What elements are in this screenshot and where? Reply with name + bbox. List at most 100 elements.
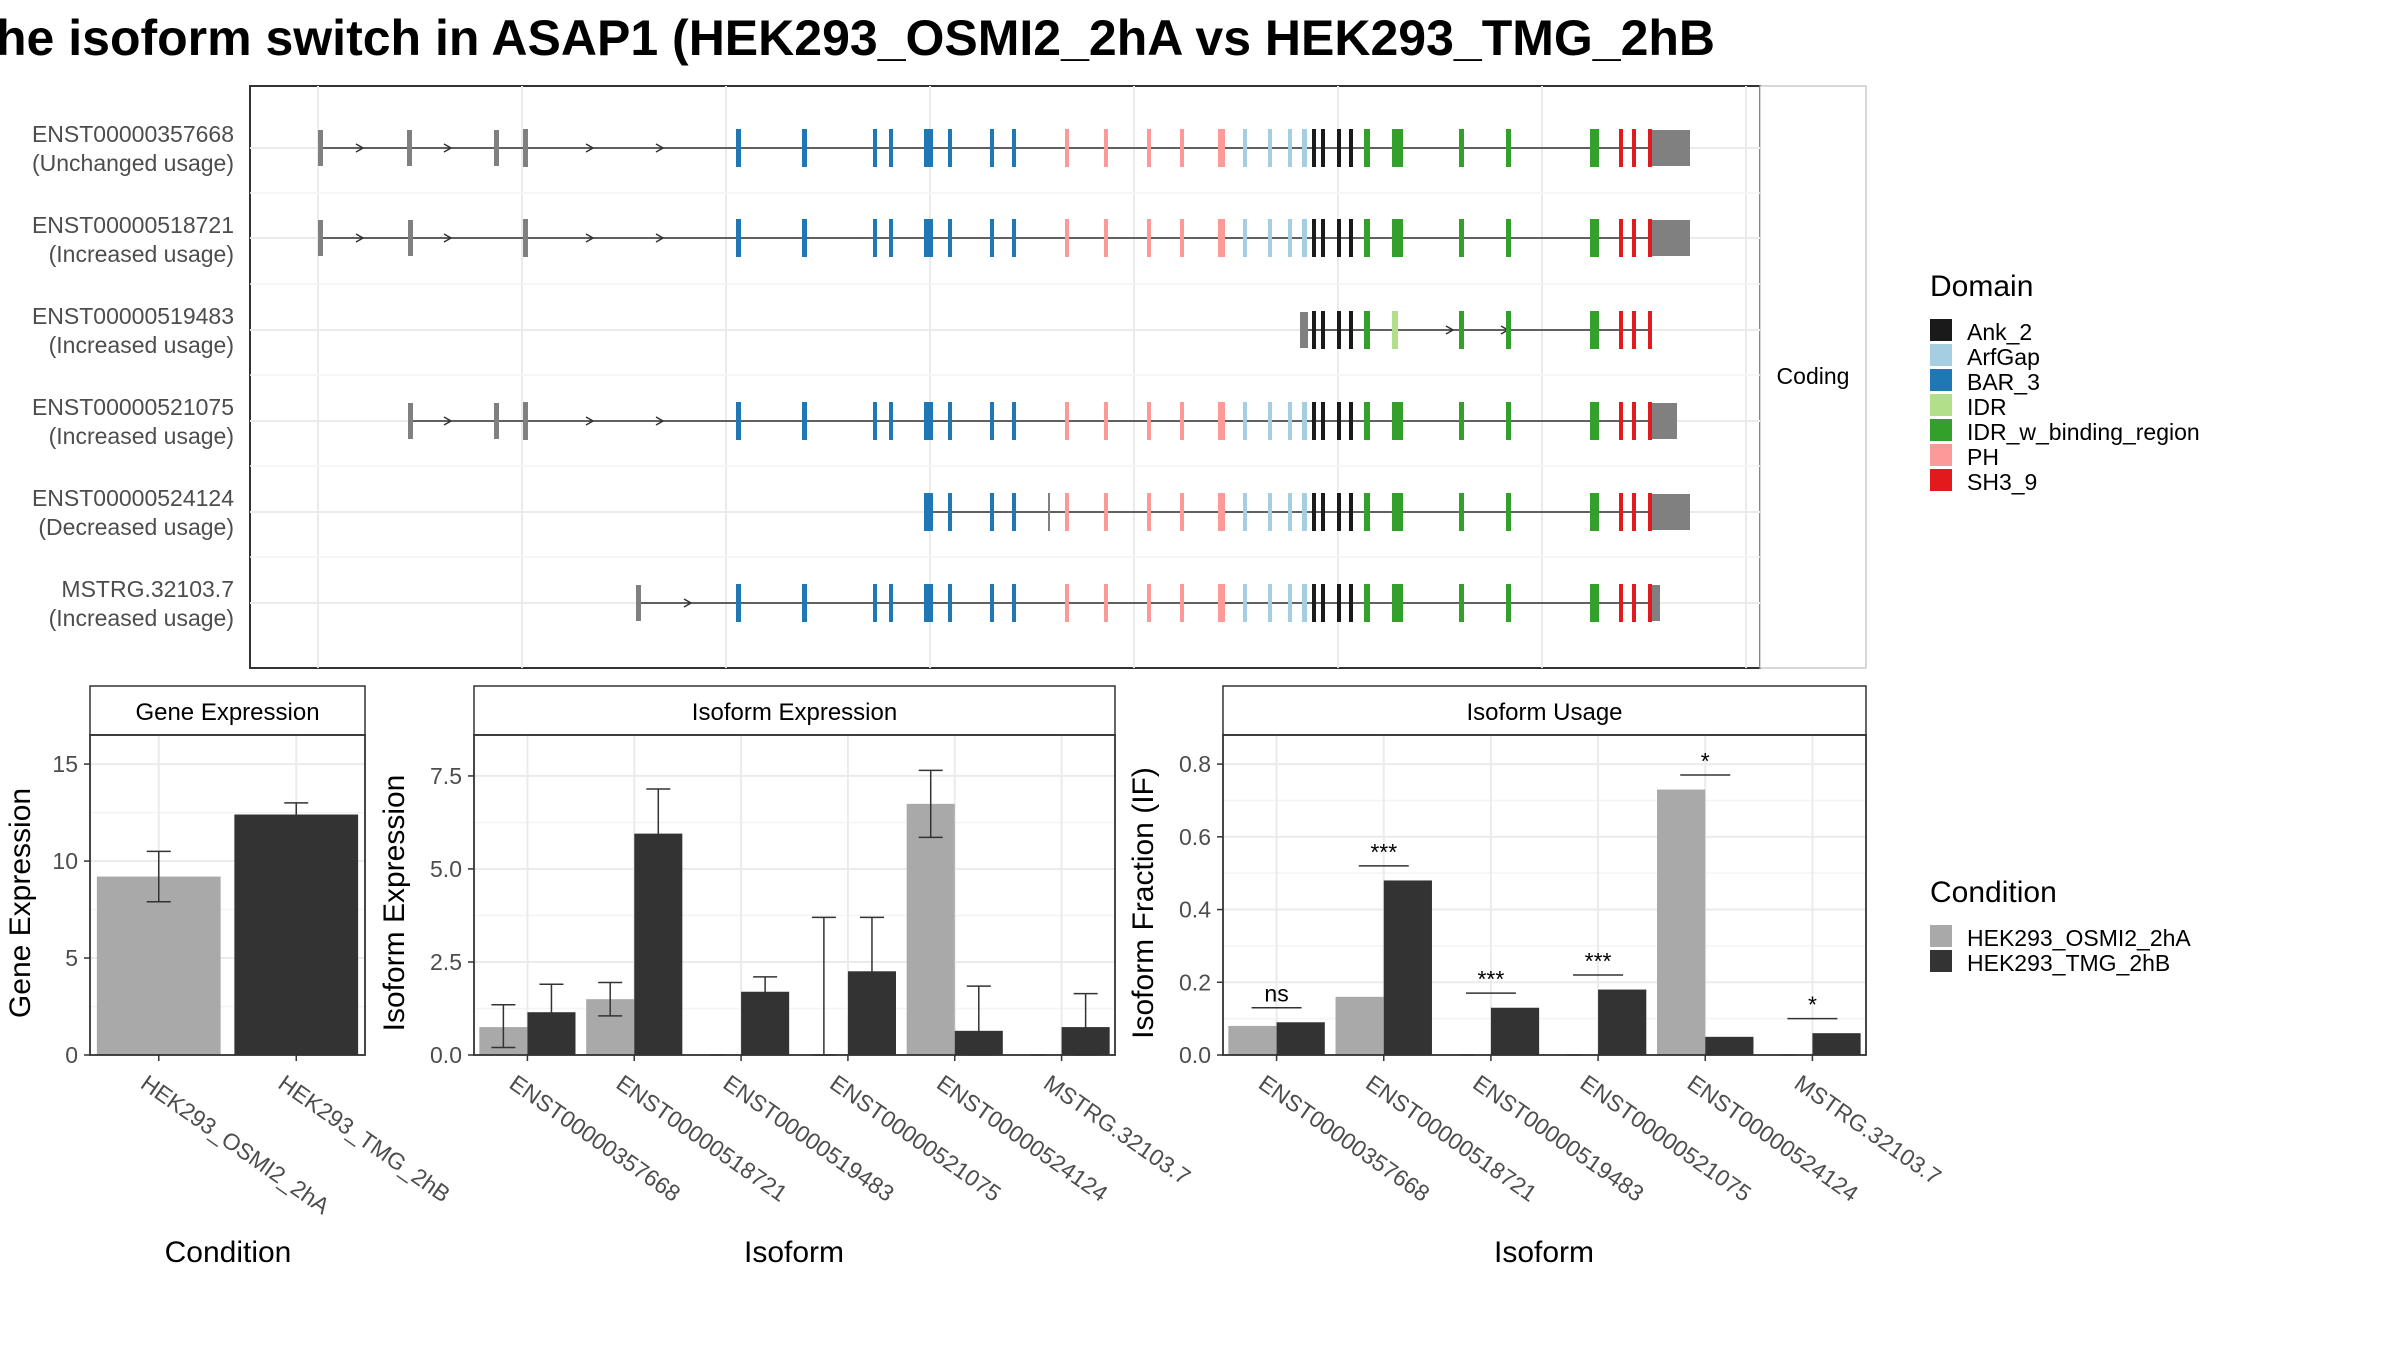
bar <box>1335 996 1384 1055</box>
domain-exon <box>873 402 877 440</box>
significance-marker: *** <box>1465 966 1516 994</box>
domain-exon <box>1147 219 1151 257</box>
domain-exon <box>1012 219 1016 257</box>
y-tick-label: 0.8 <box>1179 751 1211 777</box>
direction-arrow <box>683 598 693 608</box>
domain-exon <box>1648 311 1652 349</box>
domain-exon <box>1104 219 1108 257</box>
x-tick-label: ENST00000519483 <box>1468 1070 1648 1207</box>
domain-exon <box>1288 129 1292 167</box>
transcript-row <box>318 129 1690 167</box>
svg-text:***: *** <box>1370 839 1397 865</box>
legend-label-bar3: BAR_3 <box>1967 369 2040 395</box>
domain-exon <box>1268 493 1272 531</box>
error-bar <box>646 788 671 878</box>
direction-arrow <box>443 143 453 153</box>
x-tick-label: ENST00000521075 <box>1576 1070 1756 1207</box>
exon <box>408 403 413 439</box>
domain-exon <box>1218 493 1225 531</box>
isoform-structure-panel: Coding ENST00000357668 (Unchanged usage)… <box>32 85 1867 669</box>
domain-exon <box>948 129 952 167</box>
legend-label-ank2: Ank_2 <box>1967 319 2032 345</box>
domain-exon <box>1349 129 1353 167</box>
transcript-row <box>924 493 1690 531</box>
domain-exon <box>1392 129 1403 167</box>
domain-exon <box>889 584 893 622</box>
exon <box>318 130 323 166</box>
domain-exon <box>1065 219 1069 257</box>
exon <box>1300 312 1308 348</box>
x-tick-label: ENST00000518721 <box>1361 1070 1541 1207</box>
significance-marker: * <box>1680 748 1731 776</box>
domain-exon <box>1268 584 1272 622</box>
bar <box>96 876 221 1055</box>
structure-facet-strip <box>1759 85 1867 669</box>
bar-charts: Gene Expression051015HEK293_OSMI2_2hAHEK… <box>4 685 1946 1269</box>
domain-exon <box>1337 219 1341 257</box>
utr-exon <box>1652 585 1660 621</box>
domain-exon <box>1302 219 1307 257</box>
domain-exon <box>1506 311 1511 349</box>
bar <box>1705 1036 1754 1055</box>
domain-exon <box>1065 493 1069 531</box>
domain-exon <box>802 219 807 257</box>
domain-exon <box>1065 584 1069 622</box>
domain-exon <box>889 402 893 440</box>
svg-text:*: * <box>1808 992 1817 1018</box>
isoform-label-id: ENST00000357668 <box>32 121 234 147</box>
domain-exon <box>1147 493 1151 531</box>
x-axis-title: Condition <box>165 1236 292 1269</box>
y-tick-label: 5.0 <box>430 856 462 882</box>
domain-exon <box>1312 311 1316 349</box>
domain-exon <box>873 584 877 622</box>
domain-exon <box>1459 219 1464 257</box>
direction-arrow <box>655 233 665 243</box>
domain-exon <box>736 129 741 167</box>
domain-exon <box>1506 402 1511 440</box>
domain-exon <box>1312 584 1316 622</box>
domain-exon <box>1321 129 1325 167</box>
exon <box>523 129 528 167</box>
domain-exon <box>1392 219 1403 257</box>
direction-arrow <box>585 143 595 153</box>
isoform-label-usage: (Unchanged usage) <box>32 150 234 176</box>
direction-arrow <box>1445 325 1455 335</box>
direction-arrow <box>443 233 453 243</box>
x-axis-title: Isoform <box>1494 1236 1594 1269</box>
y-tick-label: 0.4 <box>1179 897 1211 923</box>
bar <box>1490 1007 1540 1055</box>
domain-exon <box>1218 129 1225 167</box>
domain-exon <box>1012 584 1016 622</box>
domain-exon <box>1180 493 1184 531</box>
domain-exon <box>1180 129 1184 167</box>
isoform-label-id: ENST00000521075 <box>32 394 234 420</box>
condition-legend-title: Condition <box>1930 876 2057 909</box>
domain-exon <box>1648 493 1652 531</box>
domain-exon <box>1288 584 1292 622</box>
domain-exon <box>1243 493 1247 531</box>
domain-exon <box>1147 129 1151 167</box>
domain-exon <box>1590 584 1599 622</box>
domain-exon <box>990 129 994 167</box>
figure-title: he isoform switch in ASAP1 (HEK293_OSMI2… <box>0 10 1715 66</box>
domain-exon <box>1321 219 1325 257</box>
domain-exon <box>1619 129 1623 167</box>
domain-exon <box>1147 584 1151 622</box>
domain-legend: Domain Ank_2 ArfGap BAR_3 IDR IDR_w_bind… <box>1930 270 2200 495</box>
domain-exon <box>873 129 877 167</box>
domain-exon <box>889 219 893 257</box>
domain-exon <box>1392 493 1403 531</box>
panel-title: Gene Expression <box>135 699 319 726</box>
domain-exon <box>990 493 994 531</box>
domain-exon <box>1506 129 1511 167</box>
exon <box>523 219 528 257</box>
domain-exon <box>1364 493 1370 531</box>
x-tick-label: ENST00000524124 <box>1683 1070 1864 1207</box>
y-tick-label: 2.5 <box>430 949 462 975</box>
bar <box>1657 789 1706 1055</box>
domain-exon <box>1632 311 1636 349</box>
domain-exon <box>1392 402 1403 440</box>
legend-label-idr-binding: IDR_w_binding_region <box>1967 419 2200 445</box>
domain-exon <box>1632 129 1636 167</box>
domain-exon <box>1312 402 1316 440</box>
